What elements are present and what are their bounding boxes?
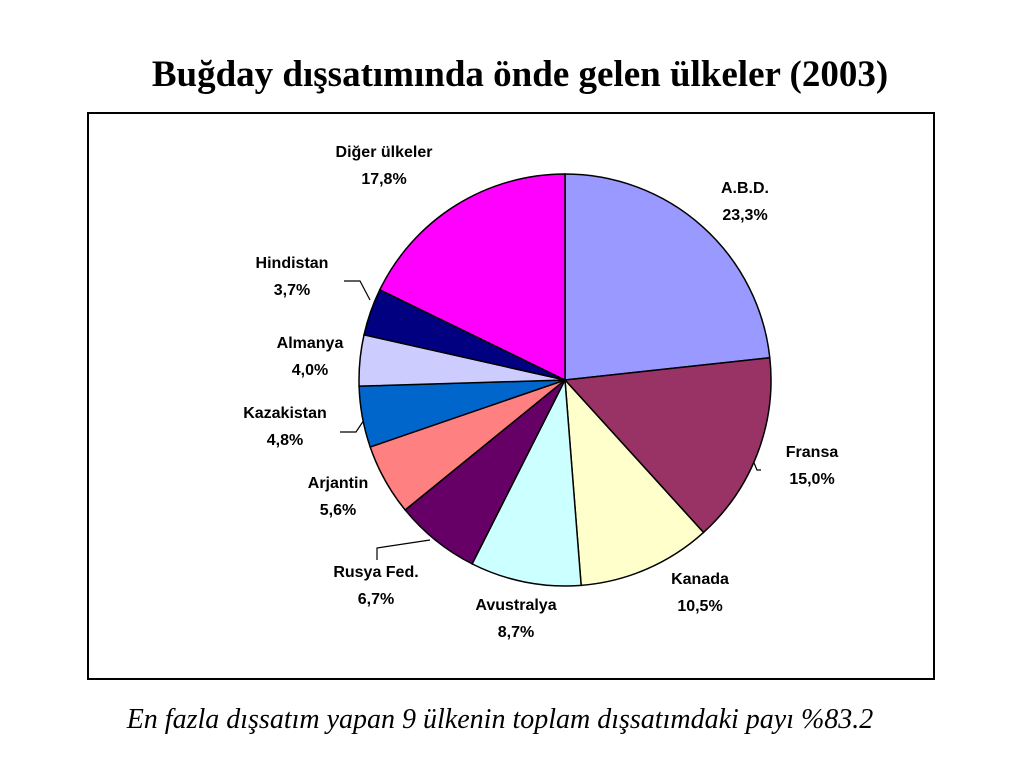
value-label: 4,8%	[267, 432, 303, 449]
slice-label: Rusya Fed.	[333, 564, 418, 581]
pie-slice	[378, 173, 566, 382]
value-label: 17,8%	[361, 171, 406, 188]
slice-label: Kazakistan	[243, 405, 327, 422]
leader-line	[376, 539, 431, 560]
value-label: 10,5%	[677, 598, 722, 615]
chart-title: Buğday dışsatımında önde gelen ülkeler (…	[152, 54, 888, 95]
value-label: 8,7%	[498, 624, 534, 641]
value-label: 4,0%	[292, 362, 328, 379]
slice-label: Arjantin	[308, 475, 368, 492]
value-label: 23,3%	[722, 207, 767, 224]
slice-label: Hindistan	[256, 255, 329, 272]
pie-slice	[563, 356, 772, 534]
value-label: 5,6%	[320, 502, 356, 519]
value-label: 6,7%	[358, 591, 394, 608]
pie-slice	[564, 173, 771, 381]
leader-line	[344, 280, 371, 301]
pie-slice	[471, 377, 582, 587]
slice-label: Avustralya	[475, 597, 556, 614]
slice-label: Fransa	[786, 444, 839, 461]
pie-slice	[564, 377, 705, 587]
slice-label: A.B.D.	[721, 180, 769, 197]
slice-label: Diğer ülkeler	[336, 144, 433, 161]
value-label: 15,0%	[789, 471, 834, 488]
slice-label: Almanya	[277, 335, 344, 352]
slice-label: Kanada	[671, 571, 729, 588]
leader-line	[340, 419, 365, 433]
value-label: 3,7%	[274, 282, 310, 299]
caption: En fazla dışsatım yapan 9 ülkenin toplam…	[126, 704, 874, 735]
